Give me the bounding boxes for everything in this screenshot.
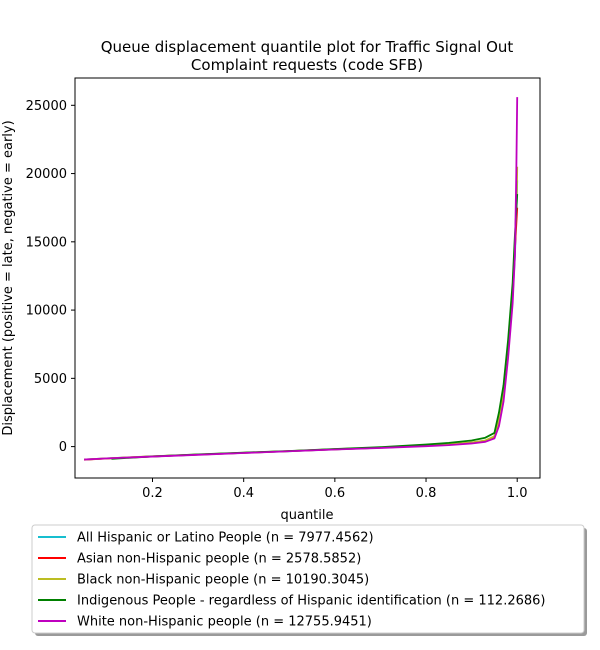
x-tick-label: 0.4 — [233, 486, 254, 501]
legend-box — [31, 524, 585, 634]
x-tick-label: 1.0 — [507, 486, 528, 501]
legend-label: Asian non-Hispanic people (n = 2578.5852… — [77, 552, 361, 567]
legend-label: All Hispanic or Latino People (n = 7977.… — [77, 531, 374, 546]
chart-title-line-1: Queue displacement quantile plot for Tra… — [101, 38, 514, 56]
plot-lines — [84, 97, 519, 461]
chart-title-line-2: Complaint requests (code SFB) — [191, 56, 423, 74]
series-line-2 — [84, 207, 519, 461]
legend: All Hispanic or Latino People (n = 7977.… — [31, 524, 587, 636]
x-tick-label: 0.2 — [142, 486, 163, 501]
legend-label: White non-Hispanic people (n = 12755.945… — [77, 615, 372, 630]
legend-label: Black non-Hispanic people (n = 10190.304… — [77, 573, 369, 588]
y-tick-label: 5000 — [34, 372, 67, 387]
x-axis-ticks: 0.2 0.4 0.6 0.8 1.0 — [142, 478, 528, 501]
y-tick-label: 20000 — [26, 167, 67, 182]
y-tick-label: 25000 — [26, 99, 67, 114]
x-tick-label: 0.8 — [416, 486, 437, 501]
series-line-5 — [84, 97, 519, 461]
y-tick-label: 10000 — [26, 304, 67, 319]
x-axis-label: quantile — [280, 508, 333, 523]
series-line-1 — [84, 180, 519, 461]
y-tick-label: 15000 — [26, 235, 67, 250]
legend-label: Indigenous People - regardless of Hispan… — [77, 594, 546, 609]
y-axis-ticks: 0 5000 10000 15000 20000 25000 — [26, 99, 75, 455]
series-line-4 — [111, 193, 519, 460]
legend-items: All Hispanic or Latino People (n = 7977.… — [38, 531, 546, 630]
y-tick-label: 0 — [59, 440, 67, 455]
plot-frame — [74, 77, 541, 479]
x-tick-label: 0.6 — [325, 486, 346, 501]
series-line-3 — [84, 166, 519, 461]
y-axis-label: Displacement (positive = late, negative … — [1, 120, 16, 435]
